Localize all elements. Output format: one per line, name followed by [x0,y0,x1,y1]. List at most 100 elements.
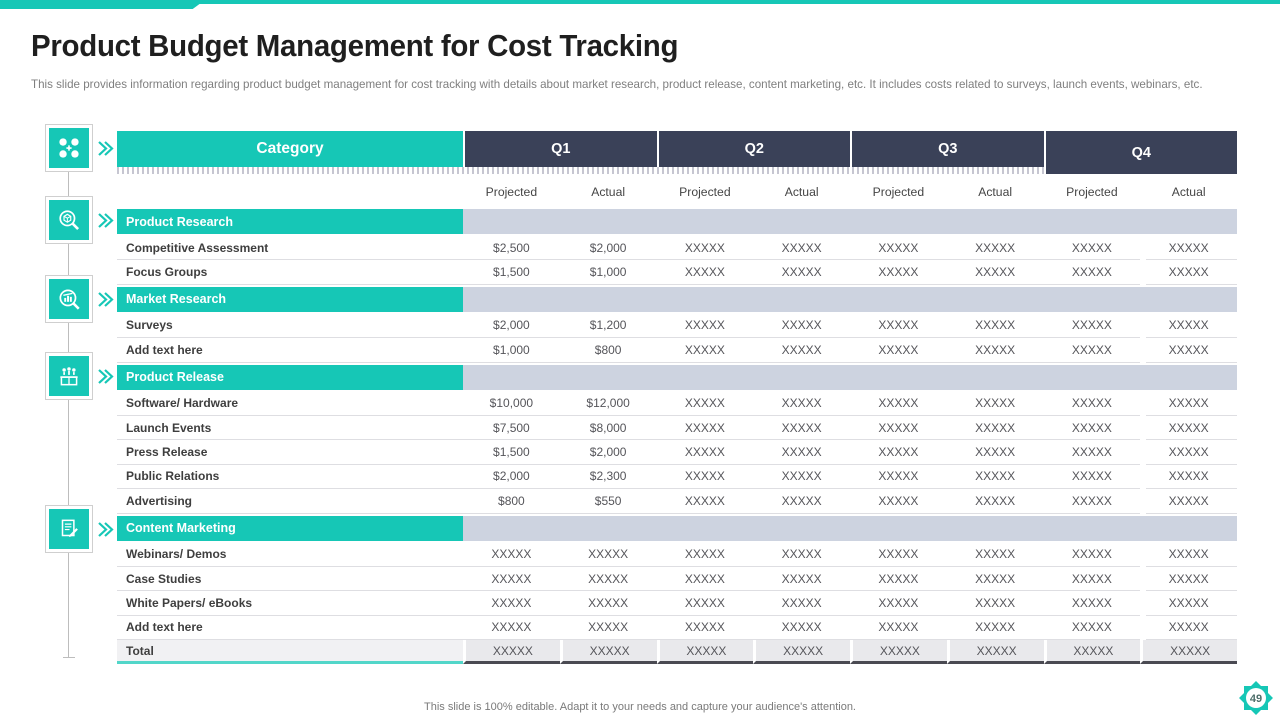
row-label: Public Relations [126,469,220,484]
section-row: Product Release [117,364,1237,390]
chevron-right-icon [98,213,114,228]
table-row: Competitive Assessment $2,500 $2,000 XXXXX X… [117,236,1237,261]
section-row: Product Research [117,209,1237,234]
value-cell: XXXXX [975,342,1016,357]
table-row: Public Relations $2,000 $2,300 XXXXX XXXXX XX… [117,465,1237,490]
value-cell: XXXXX [975,445,1016,460]
value-cell: XXXXX [1071,396,1112,411]
value-cell: XXXXX [588,595,629,610]
value-cell: XXXXX [781,547,822,562]
value-cell: $1,200 [589,318,627,333]
top-accent-line [0,0,1280,4]
subheader-row: Projected Actual Projected Actual Projec… [117,177,1237,207]
subheader-spacer [117,177,463,207]
value-cell: XXXXX [975,547,1016,562]
value-cell: XXXXX [1043,640,1141,665]
budget-table: Category Q1 Q2 Q3 Q4 Projected Actual Pr… [117,131,1237,665]
value-cell: $2,000 [589,445,627,460]
value-cell: XXXXX [656,640,754,665]
value-cell: XXXXX [684,420,725,435]
table-row: Press Release $1,500 $2,000 XXXXX XXXXX XXXXX… [117,440,1237,465]
value-cell: XXXXX [1071,571,1112,586]
value-cell: XXXXX [878,547,919,562]
value-cell: XXXXX [588,571,629,586]
value-cell: XXXXX [878,445,919,460]
table-row: Case Studies XXXXX XXXXX XXXXX XXXXX XXXXX XXX… [117,567,1237,592]
value-cell: XXXXX [1168,396,1209,411]
value-cell: XXXXX [1168,493,1209,508]
table-row: Surveys $2,000 $1,200 XXXXX XXXXX XXXXX XXXXX X… [117,314,1237,339]
row-label: Competitive Assessment [126,240,269,255]
value-cell: XXXXX [781,265,822,280]
sidebar-icon-frame [45,505,93,553]
value-cell: XXXXX [684,469,725,484]
row-label: Launch Events [126,420,212,435]
value-cell: XXXXX [588,547,629,562]
value-cell: XXXXX [1071,240,1112,255]
value-cell: XXXXX [878,342,919,357]
value-cell: XXXXX [1071,420,1112,435]
value-cell: XXXXX [491,595,532,610]
value-cell: XXXXX [1071,493,1112,508]
value-cell: XXXXX [781,420,822,435]
value-cell: XXXXX [975,571,1016,586]
table-row: Focus Groups $1,500 $1,000 XXXXX XXXXX XXXXX X… [117,260,1237,285]
value-cell: XXXXX [491,571,532,586]
value-cell: XXXXX [684,445,725,460]
subheader-cell: Actual [591,185,626,199]
value-cell: XXXXX [781,396,822,411]
row-label: Content Marketing [117,515,463,541]
value-cell: $1,000 [493,342,530,357]
value-cell: $2,300 [589,469,627,484]
table-row: White Papers/ eBooks XXXXX XXXXX XXXXX XXXXX… [117,591,1237,616]
value-cell: XXXXX [975,318,1016,333]
dots-plus-icon [49,128,89,168]
value-cell: XXXXX [684,318,725,333]
category-header: Category [117,131,463,167]
table-row: Add text here XXXXX XXXXX XXXXX XXXXX XXXXX XX… [117,616,1237,641]
page-subtitle: This slide provides information regardin… [31,78,1203,91]
value-cell: XXXXX [1168,240,1209,255]
table-row: Webinars/ Demos XXXXX XXXXX XXXXX XXXXX XXXXX… [117,543,1237,567]
value-cell: $2,000 [493,469,530,484]
value-cell: XXXXX [781,445,822,460]
value-cell: $2,000 [589,240,627,255]
value-cell: XXXXX [975,469,1016,484]
value-cell: XXXXX [781,318,822,333]
value-cell: XXXXX [781,342,822,357]
value-cell: XXXXX [1071,620,1112,635]
row-label: White Papers/ eBooks [126,595,253,610]
row-label: Product Research [117,209,463,234]
value-cell: XXXXX [975,620,1016,635]
value-cell: XXXXX [1071,547,1112,562]
value-cell: $1,500 [493,445,530,460]
chevron-right-icon [98,522,114,537]
subheader-cell: Actual [1171,185,1206,199]
quarter-header-q1: Q1 [465,131,657,167]
value-cell: XXXXX [878,420,919,435]
section-band [463,209,1237,234]
section-row: Content Marketing [117,515,1237,541]
page-number-badge: 49 [1239,681,1273,715]
section-band [463,286,1237,312]
row-label: Press Release [126,445,208,460]
chevron-right-icon [98,369,114,384]
value-cell: XXXXX [1168,265,1209,280]
value-cell: XXXXX [781,571,822,586]
document-edit-icon [49,509,89,549]
sidebar-icon-frame [45,196,93,244]
value-cell: XXXXX [878,240,919,255]
value-cell: XXXXX [684,240,725,255]
value-cell: XXXXX [878,620,919,635]
quarter-header-q2: Q2 [658,131,850,167]
value-cell: XXXXX [1168,595,1209,610]
value-cell: XXXXX [1168,420,1209,435]
value-cell: $12,000 [586,396,630,411]
value-cell: XXXXX [1071,595,1112,610]
value-cell: XXXXX [878,493,919,508]
quarter-header-q4: Q4 [1045,131,1237,174]
table-row: Software/ Hardware $10,000 $12,000 XXXXX XXX… [117,392,1237,416]
value-cell: XXXXX [850,640,947,665]
row-label: Add text here [126,620,203,635]
value-cell: XXXXX [684,620,725,635]
